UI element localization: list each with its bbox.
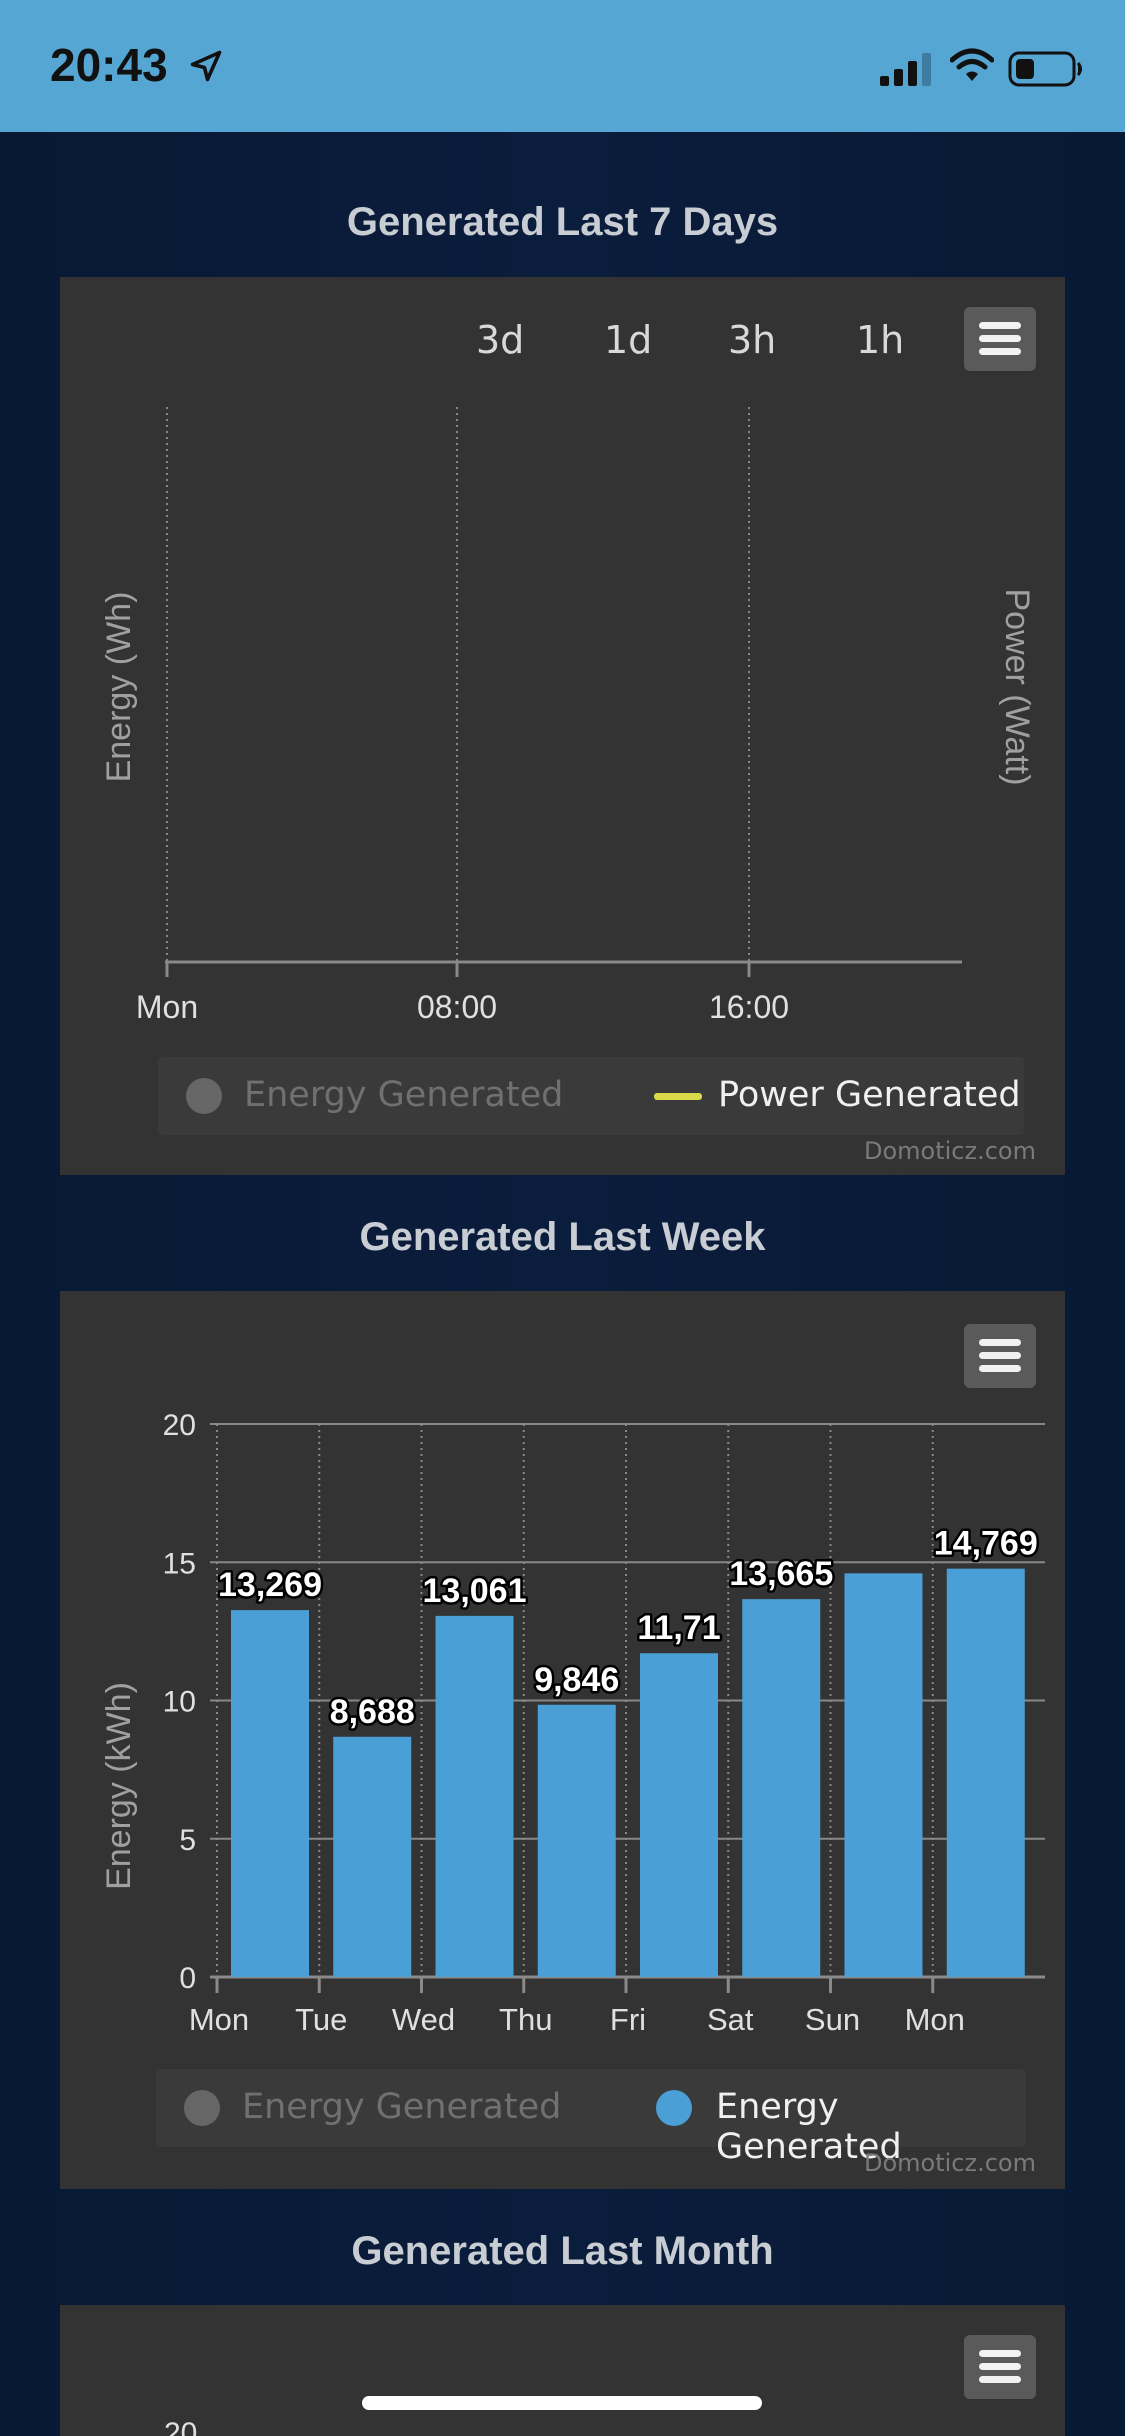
chart2-title: Generated Last Week <box>359 1215 766 1259</box>
chart2-x-tick-label: Thu <box>499 2002 552 2037</box>
chart2-y-tick-label: 0 <box>179 1962 196 1995</box>
chart2-x-tick-label: Mon <box>905 2002 965 2037</box>
chart1-panel: 3d 1d 3h 1h Mon 08:00 16:00 Energy (Wh) … <box>60 277 1065 1175</box>
chart3-menu-button[interactable] <box>964 2335 1036 2399</box>
status-time: 20:43 <box>50 39 168 91</box>
chart1-credit[interactable]: Domoticz.com <box>864 1137 1036 1165</box>
chart1-menu-button[interactable] <box>964 307 1036 371</box>
bar-wed <box>435 1615 514 1977</box>
status-bar: 20:43 <box>0 0 1125 132</box>
bar-sun <box>844 1573 923 1977</box>
range-button-1h[interactable]: 1h <box>856 318 905 362</box>
chart1-x-tick-label: Mon <box>136 989 198 1025</box>
bar-data-label: 9,846 <box>534 1661 619 1699</box>
range-button-3h[interactable]: 3h <box>728 318 777 362</box>
bar-mon <box>231 1610 309 1977</box>
chart2-y-axis-label: Energy (kWh) <box>100 1682 138 1890</box>
legend-item-power-generated[interactable]: Power Generated <box>718 1075 1021 1115</box>
chart2-legend: Energy Generated Energy Generated <box>156 2069 1026 2167</box>
location-arrow-icon <box>190 50 222 82</box>
range-button-1d[interactable]: 1d <box>604 318 653 362</box>
chart2-y-tick-label: 5 <box>179 1824 196 1857</box>
bar-fri <box>640 1653 718 1977</box>
home-indicator[interactable] <box>362 2396 762 2410</box>
chart2-credit[interactable]: Domoticz.com <box>864 2149 1036 2177</box>
bar-data-label: 8,688 <box>330 1693 415 1731</box>
legend-item-energy-generated-dim[interactable]: Energy Generated <box>242 2087 562 2127</box>
chart2-x-tick-label: Fri <box>610 2002 646 2037</box>
legend-circle-icon[interactable] <box>182 2088 222 2128</box>
chart2-plot: Energy (kWh) 0 5 10 15 20 Mon Tue Wed Thu Fri Sat S… <box>100 1409 1045 2037</box>
chart1-y2-axis-label: Power (Watt) <box>998 588 1036 785</box>
bar-sat <box>742 1599 821 1977</box>
chart1-y-axis-label: Energy (Wh) <box>100 592 138 783</box>
chart3-y-tick-label: 20 <box>164 2417 198 2436</box>
legend-circle-icon[interactable] <box>184 1076 224 1116</box>
chart2-panel: Energy (kWh) 0 5 10 15 20 Mon Tue Wed Thu Fri Sat S… <box>60 1291 1065 2189</box>
wifi-icon <box>950 48 994 81</box>
chart2-x-tick-label: Sun <box>805 2002 860 2037</box>
bar-mon <box>946 1568 1025 1977</box>
chart2-x-tick-label: Sat <box>707 2002 754 2037</box>
legend-item-energy-generated[interactable]: Energy Generated <box>716 2087 902 2167</box>
legend-item-energy-generated[interactable]: Energy Generated <box>244 1075 564 1115</box>
chart3-panel: 20 <box>60 2305 1065 2436</box>
chart2-y-tick-label: 10 <box>163 1686 196 1719</box>
chart2-x-tick-label: Wed <box>392 2002 455 2037</box>
chart1-legend: Energy Generated Power Generated <box>158 1057 1024 1135</box>
legend-line-icon[interactable] <box>654 1091 702 1103</box>
bar-data-label: 13,665 <box>729 1555 833 1593</box>
chart2-y-tick-label: 20 <box>163 1409 196 1442</box>
bar-tue <box>333 1736 412 1977</box>
chart2-menu-button[interactable] <box>964 1324 1036 1388</box>
chart1-title: Generated Last 7 Days <box>346 200 779 244</box>
bar-data-label: 11,71 <box>637 1609 720 1647</box>
chart2-x-tick-label: Mon <box>189 2002 249 2037</box>
bar-thu <box>537 1704 616 1977</box>
chart1-x-tick-label: 16:00 <box>709 989 789 1025</box>
range-button-3d[interactable]: 3d <box>476 318 525 362</box>
chart2-x-tick-label: Tue <box>295 2002 347 2037</box>
chart2-y-tick-label: 15 <box>163 1547 196 1580</box>
chart1-x-tick-label: 08:00 <box>417 989 497 1025</box>
legend-circle-icon[interactable] <box>654 2088 694 2128</box>
bar-data-label: 14,769 <box>934 1525 1038 1563</box>
signal-icon <box>880 53 931 86</box>
chart3-title: Generated Last Month <box>351 2229 774 2273</box>
chart1-plot: Mon 08:00 16:00 Energy (Wh) Power (Watt) <box>100 407 1036 1025</box>
bar-data-label: 13,061 <box>423 1572 527 1610</box>
bar-data-label: 13,269 <box>218 1566 322 1604</box>
battery-icon <box>1008 51 1082 87</box>
